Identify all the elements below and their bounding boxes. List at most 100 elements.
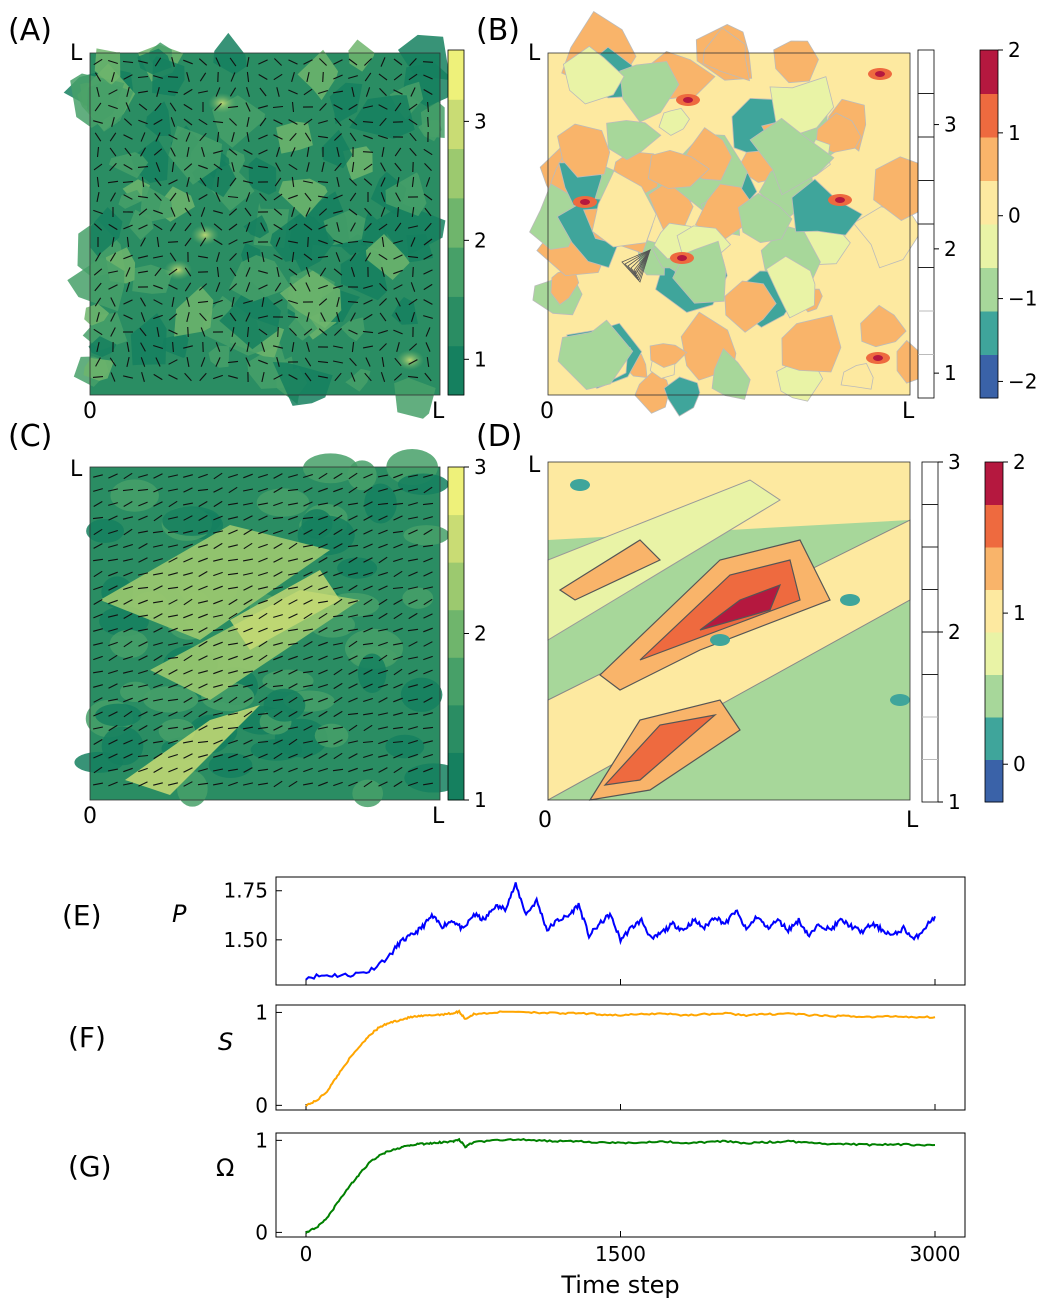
- panel-c-director: [303, 628, 313, 632]
- panel-a-patch: [418, 119, 442, 142]
- panel-c-director: [167, 586, 179, 590]
- panel-b: (B) L 0 L 1 2 3 2 1 0 −1 −2: [476, 10, 1037, 424]
- panel-a-director: [96, 146, 100, 158]
- panel-b-patches: [529, 10, 931, 417]
- panel-a-director: [425, 342, 431, 352]
- panel-a-director: [200, 222, 206, 232]
- panel-a-director: [409, 147, 417, 157]
- panel-a-director: [109, 132, 117, 142]
- panel-c-director: [198, 530, 208, 534]
- panel-a-patch: [67, 257, 125, 312]
- panel-b-defect-contour: [627, 248, 651, 279]
- panel-c-director: [213, 585, 223, 591]
- panel-c-director: [378, 515, 388, 521]
- panel-a-patch: [174, 286, 214, 337]
- panel-a-director: [275, 162, 281, 172]
- panel-a-director: [378, 329, 388, 335]
- panel-c-director: [257, 740, 269, 744]
- panel-c-director: [243, 641, 253, 647]
- panel-c-director: [288, 542, 298, 550]
- panel-c-director: [258, 529, 268, 535]
- panel-a-director: [259, 193, 267, 201]
- panel-c-director: [333, 501, 343, 507]
- panel-a-director: [184, 372, 192, 382]
- panel-c-director: [392, 586, 404, 590]
- panel-c-director: [228, 781, 238, 787]
- panel-c-director: [258, 726, 268, 730]
- panel-c-director: [243, 614, 253, 618]
- panel-a-director: [153, 75, 163, 79]
- panel-b-patch: [663, 376, 701, 417]
- panel-a-director: [93, 163, 103, 171]
- panel-c-director: [363, 627, 373, 633]
- panel-c-director: [183, 710, 193, 718]
- panel-c-director: [303, 612, 313, 620]
- panel-a-director: [216, 131, 220, 143]
- panel-a-director: [258, 328, 268, 336]
- panel-a-director: [229, 342, 237, 352]
- panel-c-director: [348, 655, 358, 661]
- panel-a-director: [379, 117, 387, 127]
- panel-c-director: [332, 642, 344, 646]
- panel-c-director: [108, 781, 118, 787]
- panel-g-ytick-label: 1: [255, 1128, 268, 1152]
- panel-b-patch: [606, 120, 662, 161]
- panel-a-director: [184, 207, 192, 217]
- panel-c-director: [123, 684, 133, 688]
- panel-a-director: [261, 251, 265, 263]
- panel-a-director: [318, 120, 328, 124]
- panel-d-colorbar-frame: [984, 461, 1004, 803]
- panel-a-director: [365, 357, 371, 367]
- panel-c-director: [183, 487, 193, 493]
- panel-c-director: [378, 641, 388, 647]
- panel-a-director: [123, 254, 133, 260]
- panel-c-director: [333, 614, 343, 618]
- panel-a-director: [303, 253, 313, 261]
- panel-c-director: [273, 669, 283, 675]
- panel-c-director: [153, 600, 163, 604]
- panel-a-director: [364, 72, 372, 82]
- panel-a-director: [364, 58, 372, 66]
- panel-a-patch: [385, 172, 427, 217]
- panel-c-director: [303, 599, 313, 605]
- panel-d-corner-top: L: [528, 453, 541, 478]
- panel-c-director: [258, 627, 268, 633]
- panel-c-director: [243, 528, 253, 536]
- panel-c-director: [377, 628, 389, 632]
- panel-c-director: [317, 726, 329, 730]
- panel-c-director: [303, 501, 313, 507]
- panel-g-ytick-label: 0: [255, 1220, 268, 1244]
- panel-c-director: [378, 529, 388, 535]
- panel-c-director: [393, 726, 403, 730]
- panel-c-colorbar-swatch: [448, 609, 464, 658]
- panel-c-director: [347, 740, 359, 744]
- panel-a-director: [291, 176, 295, 188]
- panel-c-director: [153, 654, 163, 662]
- panel-c-director: [138, 614, 148, 618]
- panel-c-director: [363, 585, 373, 591]
- panel-c-director: [407, 488, 419, 492]
- panel-a-director: [273, 119, 283, 125]
- panel-c-director: [422, 502, 434, 506]
- panel-c-director: [242, 488, 254, 492]
- panel-b-hotspot-core: [875, 71, 885, 77]
- panel-c-director: [167, 516, 179, 520]
- panel-d-frame: [547, 461, 911, 801]
- panel-a-director: [109, 357, 117, 367]
- panel-c-director: [137, 488, 149, 492]
- panel-c-director: [108, 599, 118, 605]
- panel-c-director: [363, 571, 373, 577]
- panel-a-director: [140, 132, 146, 142]
- panel-c-director: [288, 738, 298, 746]
- panel-a-director: [217, 176, 219, 188]
- panel-d-colorbar-tick-label: 1: [1013, 601, 1026, 625]
- panel-c-director: [123, 739, 133, 745]
- panel-c-director: [197, 782, 209, 786]
- panel-b-patch: [557, 123, 611, 178]
- panel-d-label: (D): [476, 419, 523, 454]
- panel-c-director: [393, 473, 403, 479]
- panel-a-director: [96, 176, 100, 188]
- panel-c-director: [212, 614, 224, 618]
- panel-a-patch: [365, 234, 410, 280]
- panel-c-director: [318, 627, 328, 633]
